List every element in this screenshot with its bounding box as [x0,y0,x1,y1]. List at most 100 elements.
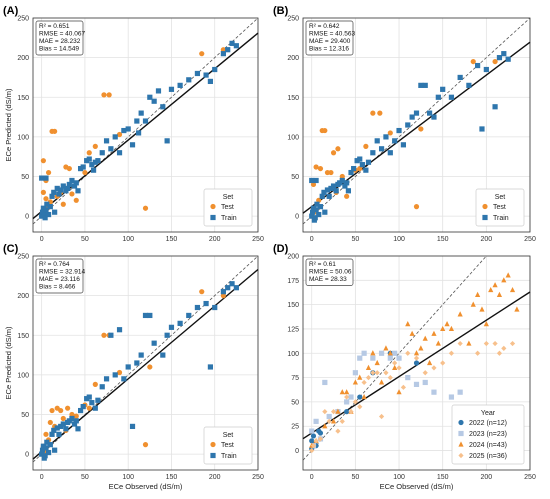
data-point [330,150,337,156]
legend-entry: 2022 (n=12) [469,420,507,427]
data-point [396,127,402,134]
data-point [116,131,123,138]
data-point [49,407,55,414]
data-point [345,188,351,194]
data-point [160,104,166,110]
stats-box-frame [35,258,84,294]
data-point [142,205,149,211]
data-point [44,439,50,445]
data-point [326,413,332,420]
data-point [194,304,201,311]
data-point [51,189,57,195]
data-point [63,426,69,432]
data-point [383,370,389,376]
data-point [65,185,71,192]
data-point [501,51,507,57]
data-point [431,389,437,395]
data-point [509,340,516,347]
data-point [339,177,345,184]
data-point [448,350,455,356]
data-point [42,453,48,459]
data-point [370,355,376,361]
data-point [431,365,437,371]
data-point [361,379,367,386]
data-point [101,92,107,98]
data-point [405,350,411,356]
data-point [116,327,123,333]
data-point [328,185,334,192]
data-point [361,393,367,400]
data-point [496,350,503,356]
data-point [339,389,345,395]
data-point [352,379,358,385]
data-point [41,211,47,217]
data-point [335,428,341,434]
data-point [413,355,420,361]
data-point [86,394,92,400]
data-point [363,167,369,173]
y-tick-label: 175 [287,278,299,285]
data-point [207,78,214,85]
data-point [352,370,358,376]
data-point [225,47,231,53]
data-point [121,376,127,382]
data-point [413,204,420,210]
data-point [400,384,407,390]
legend-marker [458,452,464,459]
data-point [387,130,393,136]
data-point [344,399,350,405]
data-point [413,381,420,387]
data-point [466,82,472,88]
y-tick-label: 100 [17,134,29,141]
stats-line: R² = 0.61 [309,261,336,268]
data-point [186,312,192,319]
data-point [47,204,53,210]
data-point [164,332,170,338]
data-point [365,374,372,381]
data-point [409,114,415,120]
data-point [392,360,398,366]
data-point [435,340,441,346]
data-point [199,289,205,295]
data-point [354,158,360,164]
data-point [363,143,369,149]
y-axis-label: ECe Predicted (dS/m) [4,326,13,399]
data-point [339,418,345,424]
y-tick-label: 0 [295,214,299,221]
data-point [90,167,97,173]
data-point [317,204,324,210]
data-point [426,359,433,366]
data-point [330,409,337,415]
data-point [310,433,317,439]
y-tick-label: 150 [17,333,29,340]
data-point [370,350,376,356]
data-point [233,285,239,291]
legend-entry: Train [221,453,237,460]
data-point [194,70,201,77]
data-point [378,146,385,152]
data-point [309,177,315,184]
data-point [75,426,81,432]
legend-marker [482,214,488,221]
data-point [45,211,52,218]
x-tick-label: 50 [81,236,89,243]
regression-line [32,32,259,220]
y-tick-label: 250 [17,254,29,261]
data-point [43,175,49,181]
data-point [309,447,315,454]
data-point [101,332,107,338]
data-point [426,110,433,116]
data-point [54,425,60,431]
stats-line: MAE = 28.232 [39,38,81,45]
panel-label: (C) [3,243,19,255]
data-point [121,127,127,134]
x-tick-label: 250 [252,474,264,481]
y-tick-label: 0 [25,452,29,459]
data-point [317,436,324,442]
data-point [405,374,411,381]
legend-entry: Train [493,215,509,222]
x-tick-label: 0 [310,474,314,481]
data-point [69,191,75,197]
x-tick-label: 250 [524,474,536,481]
data-point [435,94,441,100]
